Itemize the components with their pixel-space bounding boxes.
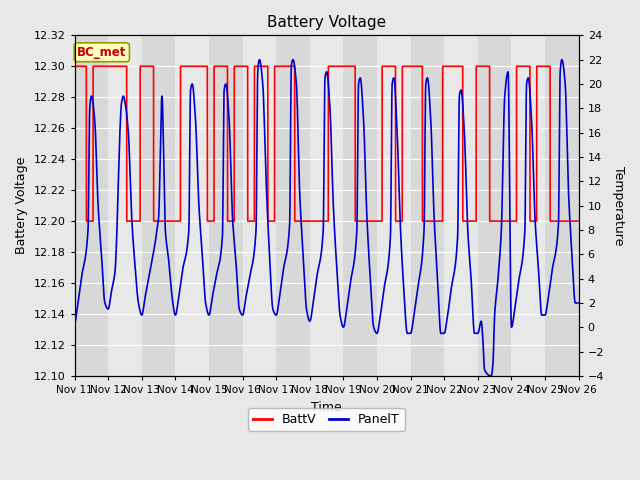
Bar	[108, 36, 142, 376]
Y-axis label: Battery Voltage: Battery Voltage	[15, 157, 28, 254]
Legend: BattV, PanelT: BattV, PanelT	[248, 408, 404, 431]
Bar	[545, 36, 579, 376]
Bar	[175, 36, 209, 376]
Bar	[142, 36, 175, 376]
Bar	[478, 36, 511, 376]
Y-axis label: Temperature: Temperature	[612, 166, 625, 245]
Text: BC_met: BC_met	[77, 46, 127, 59]
Bar	[75, 36, 108, 376]
Bar	[310, 36, 344, 376]
Bar	[411, 36, 444, 376]
X-axis label: Time: Time	[311, 400, 342, 413]
Bar	[444, 36, 478, 376]
Bar	[243, 36, 276, 376]
Bar	[276, 36, 310, 376]
Bar	[377, 36, 411, 376]
Title: Battery Voltage: Battery Voltage	[267, 15, 386, 30]
Bar	[511, 36, 545, 376]
Bar	[209, 36, 243, 376]
Bar	[344, 36, 377, 376]
